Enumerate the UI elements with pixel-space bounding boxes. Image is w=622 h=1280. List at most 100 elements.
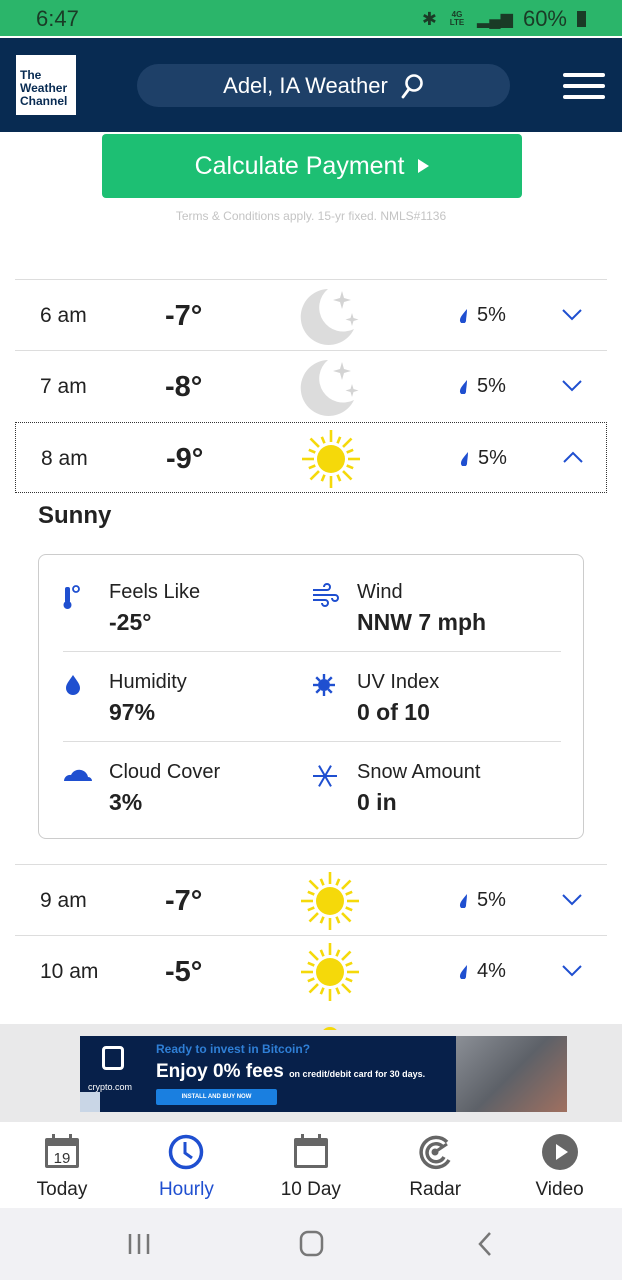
detail-value: NNW 7 mph	[357, 609, 487, 635]
hour-time: 7 am	[40, 375, 87, 398]
hamburger-icon[interactable]	[563, 73, 605, 99]
detail-label: Feels Like	[109, 581, 201, 603]
recent-apps-icon[interactable]	[127, 1232, 151, 1256]
detail-uv-index: UV Index 0 of 10	[311, 659, 551, 729]
chevron-up-icon[interactable]	[562, 449, 584, 465]
status-time: 6:47	[36, 6, 79, 31]
bluetooth-icon: ✱	[421, 8, 437, 29]
play-arrow-icon	[418, 159, 430, 173]
moon-stars-icon	[298, 356, 362, 418]
hour-row[interactable]: 10 am -5° 4%	[15, 935, 607, 1006]
detail-label: UV Index	[357, 671, 440, 693]
hour-time: 10 am	[40, 960, 99, 983]
network-type: 4G LTE	[449, 10, 465, 27]
detail-humidity: Humidity 97%	[63, 659, 303, 729]
details-card: Feels Like -25° Wind NNW 7 mph Humidity 97% UV…	[38, 554, 584, 839]
tab-today[interactable]: 19 Today	[0, 1122, 124, 1208]
battery-icon	[577, 11, 586, 27]
location-search[interactable]: Adel, IA Weather	[137, 64, 510, 107]
precip-chance: 5%	[478, 447, 507, 469]
hour-time: 6 am	[40, 304, 87, 327]
divider	[63, 651, 561, 652]
precip-chance: 5%	[477, 375, 506, 397]
hour-time: 9 am	[40, 889, 87, 912]
divider	[63, 741, 561, 742]
chevron-down-icon[interactable]	[561, 377, 583, 393]
adchoices-icon[interactable]	[80, 1092, 100, 1112]
hour-temp: -8°	[165, 371, 203, 403]
detail-label: Cloud Cover	[109, 761, 221, 783]
precip-drop-icon	[459, 308, 467, 323]
svg-text:19: 19	[54, 1150, 71, 1167]
sun-icon	[312, 1014, 348, 1030]
sun-icon	[298, 870, 362, 932]
precip-chance: 4%	[477, 960, 506, 982]
promo-terms: Terms & Conditions apply. 15-yr fixed. N…	[175, 209, 447, 223]
hour-row[interactable]: 6 am -7° 5%	[15, 279, 607, 350]
detail-label: Humidity	[109, 671, 187, 693]
ad-banner[interactable]: crypto.com Ready to invest in Bitcoin? E…	[80, 1036, 567, 1112]
bottom-nav: 19 Today Hourly 10 Day Radar Video	[0, 1122, 622, 1208]
tab-video[interactable]: Video	[498, 1122, 622, 1208]
detail-value: 0 in	[357, 789, 397, 815]
search-icon	[401, 73, 423, 98]
detail-wind: Wind NNW 7 mph	[311, 569, 551, 639]
battery-level: 60%	[522, 6, 567, 31]
precip-chance: 5%	[477, 889, 506, 911]
sun-icon	[298, 941, 362, 1003]
sun-icon	[299, 428, 363, 490]
detail-snow-amount: Snow Amount 0 in	[311, 749, 551, 819]
hour-row[interactable]: 9 am -7° 5%	[15, 864, 607, 935]
detail-value: 3%	[109, 789, 143, 815]
hour-temp: -9°	[166, 443, 204, 475]
tab-label: Video	[535, 1179, 584, 1200]
location-label: Adel, IA Weather	[223, 72, 388, 98]
chevron-down-icon[interactable]	[561, 891, 583, 907]
app-header: The Weather Channel Adel, IA Weather	[0, 38, 622, 132]
tab-hourly[interactable]: Hourly	[124, 1122, 248, 1208]
precip-chance: 5%	[477, 304, 506, 326]
tab-label: Hourly	[158, 1179, 214, 1200]
signal-icon: ▂▄▆	[477, 11, 513, 28]
precip-drop-icon	[459, 379, 467, 394]
detail-label: Wind	[357, 581, 403, 603]
status-bar: 6:47 ✱ 4G LTE ▂▄▆ 60%	[0, 0, 622, 36]
moon-stars-icon	[298, 285, 362, 347]
tab-radar[interactable]: Radar	[373, 1122, 497, 1208]
hour-temp: -7°	[165, 300, 203, 332]
back-icon[interactable]	[476, 1230, 494, 1258]
ad-headline: Enjoy 0% fees	[156, 1061, 284, 1082]
tab-10-day[interactable]: 10 Day	[249, 1122, 373, 1208]
hour-temp: -5°	[165, 956, 203, 988]
chevron-down-icon[interactable]	[561, 962, 583, 978]
ad-photo	[456, 1036, 567, 1112]
hour-time: 8 am	[41, 447, 88, 470]
ad-question: Ready to invest in Bitcoin?	[156, 1042, 311, 1056]
hour-row[interactable]: 7 am -8° 5%	[15, 350, 607, 421]
chevron-down-icon[interactable]	[561, 306, 583, 322]
condition-label: Sunny	[38, 502, 112, 529]
detail-value: 0 of 10	[357, 699, 430, 725]
tab-label: 10 Day	[280, 1179, 341, 1200]
detail-feels-like: Feels Like -25°	[63, 569, 303, 639]
crypto-logo-icon	[102, 1046, 124, 1070]
ad-subline: on credit/debit card for 30 days.	[289, 1069, 426, 1079]
ad-container: crypto.com Ready to invest in Bitcoin? E…	[0, 1024, 622, 1122]
detail-value: 97%	[109, 699, 156, 725]
detail-value: -25°	[109, 609, 152, 635]
detail-cloud-cover: Cloud Cover 3%	[63, 749, 303, 819]
home-icon[interactable]	[299, 1230, 325, 1258]
hour-temp: -7°	[165, 885, 203, 917]
calculate-payment-button[interactable]: Calculate Payment	[102, 134, 522, 198]
ad-cta-button[interactable]: INSTALL AND BUY NOW	[156, 1089, 277, 1105]
system-nav	[0, 1208, 622, 1280]
tab-label: Today	[36, 1179, 88, 1200]
detail-label: Snow Amount	[357, 761, 481, 783]
hour-row[interactable]: 8 am -9° 5%	[15, 422, 607, 493]
twc-logo[interactable]: The Weather Channel	[16, 55, 76, 115]
precip-drop-icon	[460, 451, 468, 466]
ad-brand: crypto.com	[88, 1082, 133, 1092]
calculate-payment-label: Calculate Payment	[194, 151, 405, 180]
precip-drop-icon	[459, 964, 467, 979]
precip-drop-icon	[459, 893, 467, 908]
